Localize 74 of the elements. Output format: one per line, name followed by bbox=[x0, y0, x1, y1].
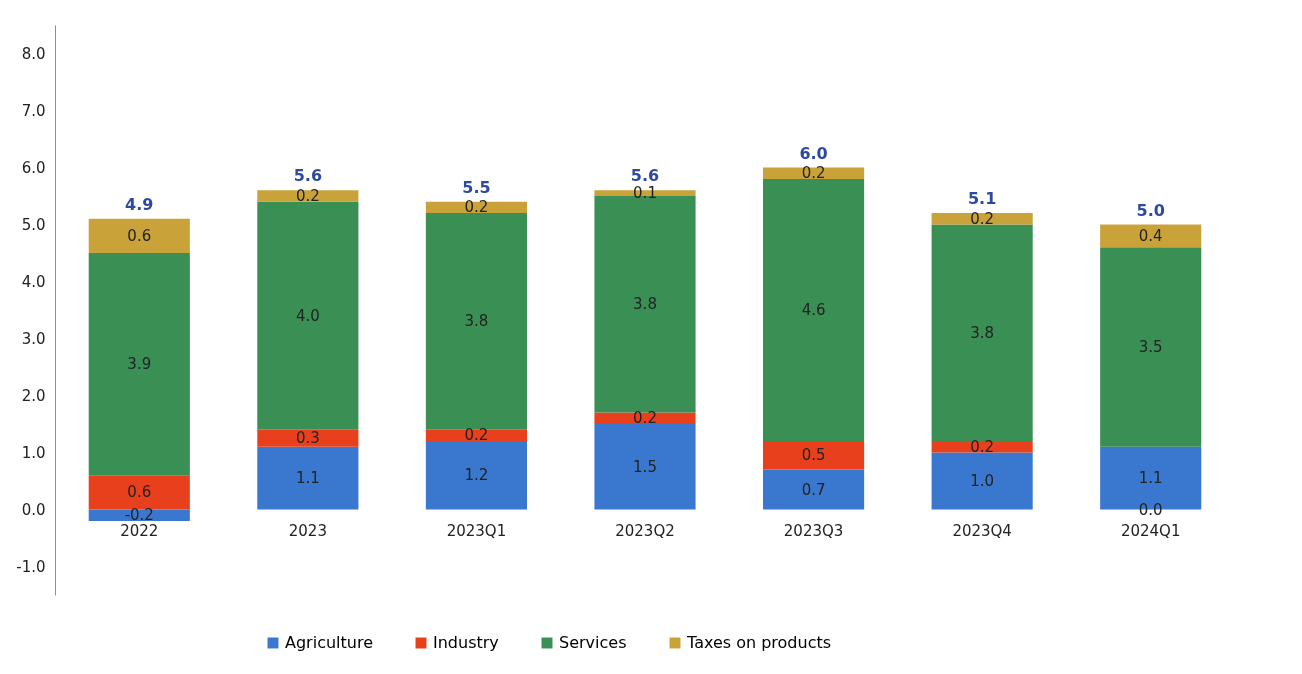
legend-label: Taxes on products bbox=[686, 633, 832, 652]
legend-label: Agriculture bbox=[285, 633, 373, 652]
bar bbox=[88, 218, 190, 253]
text: 4.6 bbox=[801, 301, 826, 319]
total-label: 6.0 bbox=[799, 143, 828, 163]
y-tick-label: 0.0 bbox=[21, 501, 46, 519]
bar bbox=[931, 441, 1033, 453]
total-label: 5.6 bbox=[630, 166, 660, 186]
bar bbox=[257, 429, 359, 447]
y-tick-label: 7.0 bbox=[21, 102, 46, 120]
bar bbox=[88, 475, 190, 510]
text: 3.5 bbox=[1138, 338, 1163, 357]
y-tick-label: 6.0 bbox=[21, 159, 46, 177]
text: 1.5 bbox=[633, 457, 657, 476]
y-tick-label: -1.0 bbox=[16, 558, 46, 576]
bar bbox=[257, 201, 359, 430]
bar bbox=[257, 446, 359, 510]
legend-label: Industry bbox=[433, 633, 499, 652]
bar bbox=[763, 178, 865, 442]
text: 3.8 bbox=[633, 295, 657, 314]
x-tick-label: 2023Q4 bbox=[952, 522, 1012, 540]
text: 0.6 bbox=[127, 226, 152, 245]
total-label: 5.0 bbox=[1136, 200, 1165, 220]
bar bbox=[931, 452, 1033, 510]
text: 0.3 bbox=[295, 429, 320, 448]
y-tick-label: 1.0 bbox=[21, 444, 46, 462]
text: 1.0 bbox=[970, 472, 995, 490]
text: 1.2 bbox=[464, 466, 489, 485]
total-label: 5.5 bbox=[462, 177, 491, 197]
y-tick-label: 5.0 bbox=[21, 216, 46, 234]
total-label: 4.9 bbox=[125, 194, 154, 214]
legend-label: Services bbox=[559, 633, 627, 652]
bar bbox=[763, 441, 865, 470]
y-tick-label: 4.0 bbox=[21, 273, 46, 291]
bar bbox=[425, 441, 527, 510]
bar bbox=[763, 469, 865, 510]
x-tick-label: 2023Q2 bbox=[615, 522, 675, 540]
y-tick-label: 3.0 bbox=[21, 330, 46, 348]
text: 0.2 bbox=[633, 409, 657, 428]
text: 0.2 bbox=[970, 209, 995, 228]
text: 0.2 bbox=[801, 164, 826, 183]
x-tick-label: 2024Q1 bbox=[1120, 522, 1181, 540]
bar bbox=[931, 224, 1033, 442]
text: 1.1 bbox=[295, 469, 320, 488]
bar bbox=[257, 190, 359, 202]
x-tick-label: 2023Q3 bbox=[783, 522, 844, 540]
text: 0.4 bbox=[1138, 226, 1163, 245]
text: 3.8 bbox=[464, 312, 489, 331]
text: 0.7 bbox=[801, 480, 826, 499]
text: 1.1 bbox=[1138, 469, 1163, 488]
text: 0.2 bbox=[464, 426, 489, 445]
bar bbox=[594, 196, 696, 413]
total-label: 5.6 bbox=[293, 166, 323, 186]
x-tick-label: 2023 bbox=[288, 522, 327, 540]
text: 0.5 bbox=[801, 446, 826, 465]
bar bbox=[1100, 247, 1202, 447]
bar bbox=[931, 213, 1033, 225]
text: 0.2 bbox=[970, 437, 995, 456]
x-tick-label: 2022 bbox=[120, 522, 159, 540]
text: 0.6 bbox=[127, 483, 152, 502]
text: 3.9 bbox=[127, 355, 152, 374]
bar bbox=[425, 213, 527, 430]
x-tick-label: 2023Q1 bbox=[446, 522, 507, 540]
y-tick-label: 2.0 bbox=[21, 387, 46, 405]
bar bbox=[594, 424, 696, 510]
text: -0.2 bbox=[124, 506, 154, 525]
text: 4.0 bbox=[295, 306, 320, 325]
text: 0.2 bbox=[464, 198, 489, 217]
text: 3.8 bbox=[970, 323, 995, 342]
bar bbox=[88, 253, 190, 476]
text: 0.2 bbox=[295, 187, 320, 205]
total-label: 5.1 bbox=[967, 189, 997, 209]
bar bbox=[1100, 224, 1202, 248]
y-tick-label: 8.0 bbox=[21, 45, 46, 63]
